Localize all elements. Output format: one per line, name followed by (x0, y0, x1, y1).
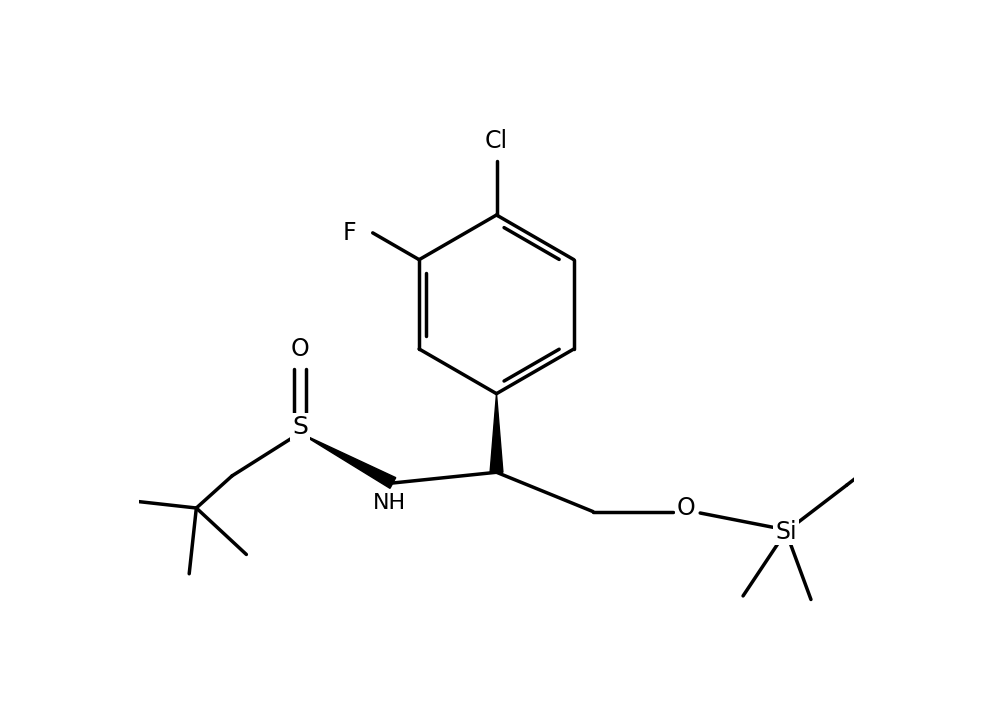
Text: Cl: Cl (485, 129, 508, 153)
Text: O: O (291, 338, 310, 362)
Text: O: O (676, 496, 695, 520)
Text: NH: NH (372, 493, 406, 513)
Polygon shape (491, 393, 502, 472)
Text: Si: Si (776, 520, 796, 544)
Text: F: F (343, 221, 356, 245)
Polygon shape (300, 433, 396, 488)
Text: S: S (292, 415, 308, 440)
